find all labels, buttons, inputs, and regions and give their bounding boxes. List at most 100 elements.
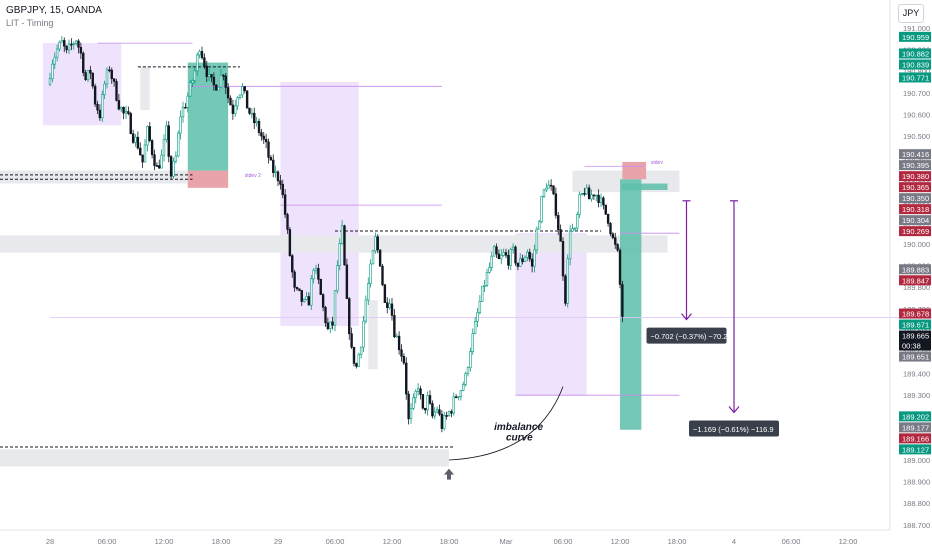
- candle-body: [393, 315, 396, 338]
- candle-body: [500, 255, 503, 260]
- candle-body: [158, 165, 161, 169]
- candle-body: [281, 184, 284, 196]
- candle-body: [336, 265, 339, 292]
- candle-body: [110, 69, 113, 80]
- candle-body: [547, 184, 550, 189]
- candle-body: [148, 126, 151, 141]
- indicator-name[interactable]: LIT - Timing: [6, 18, 54, 28]
- candle-body: [191, 80, 194, 84]
- candle-body: [58, 41, 61, 50]
- candle-body: [243, 86, 246, 92]
- candle-body: [162, 139, 166, 156]
- x-tick-label: 18:00: [668, 537, 687, 546]
- candle-body: [514, 246, 517, 264]
- candle-body: [388, 303, 391, 308]
- candle-body: [112, 78, 116, 82]
- measure-long-label-bg: [689, 420, 779, 437]
- candle-body: [153, 154, 156, 166]
- candle-body: [108, 69, 111, 72]
- symbol-line[interactable]: GBPJPY, 15, OANDA: [6, 5, 102, 16]
- candle-body: [359, 346, 363, 355]
- candle-body: [554, 193, 558, 216]
- candle-body: [454, 396, 458, 399]
- candle-body: [255, 120, 258, 124]
- candle-body: [150, 140, 154, 156]
- price-badge-label: 190.269: [902, 227, 929, 236]
- measure-long-arrowhead: [728, 406, 740, 414]
- price-badge: [899, 422, 931, 433]
- chart-header: GBPJPY, 15, OANDA LIT - Timing: [6, 4, 102, 30]
- candle-body: [222, 74, 225, 77]
- zone-green-13: [622, 183, 668, 190]
- candle-body: [134, 136, 137, 143]
- x-tick-label: 06:00: [554, 537, 573, 546]
- candle-body: [136, 136, 140, 149]
- candle-body: [229, 97, 232, 106]
- candle-body: [533, 249, 536, 267]
- price-badge: [899, 319, 931, 330]
- candle-body: [60, 40, 64, 43]
- price-badge: [899, 444, 931, 455]
- candle-body: [464, 373, 467, 385]
- candle-body: [414, 391, 417, 399]
- candle-body: [509, 249, 512, 266]
- candle-body: [300, 290, 303, 302]
- candle-body: [497, 253, 501, 260]
- annotation-curve: curve: [506, 433, 533, 444]
- measure-long-label: −1.169 (−0.61%) −116.9: [693, 425, 774, 434]
- candle-body: [326, 322, 330, 330]
- candle-body: [193, 70, 197, 81]
- candle-body: [295, 287, 299, 290]
- price-badge: [899, 433, 931, 444]
- candle-body: [599, 197, 603, 203]
- candle-body: [616, 244, 619, 251]
- candle-body: [483, 285, 486, 287]
- price-badge: [899, 330, 931, 351]
- candle-body: [131, 133, 135, 143]
- candle-body: [272, 159, 275, 173]
- candle-body: [421, 394, 425, 409]
- candle-body: [445, 415, 448, 417]
- candle-body: [169, 156, 173, 177]
- candle-body: [101, 94, 104, 119]
- candle-body: [561, 241, 565, 277]
- candle-body: [471, 333, 474, 352]
- price-badge: [899, 182, 931, 193]
- candle-body: [63, 40, 66, 47]
- currency-button[interactable]: JPY: [898, 4, 924, 23]
- candle-body: [329, 321, 332, 330]
- candle-body: [447, 411, 451, 416]
- price-badge-label: 189.166: [902, 434, 929, 443]
- candle-body: [84, 72, 87, 81]
- candle-body: [215, 84, 218, 91]
- x-tick-label: Mar: [500, 537, 513, 546]
- price-badge: [899, 72, 931, 83]
- candle-body: [587, 187, 591, 200]
- candle-body: [314, 268, 318, 271]
- candle-body: [571, 228, 574, 232]
- candle-body: [426, 395, 429, 411]
- candle-body: [93, 85, 97, 105]
- candle-body: [55, 48, 59, 58]
- candle-body: [559, 229, 562, 242]
- price-badge: [899, 160, 931, 171]
- y-tick-label: 190.500: [903, 132, 930, 141]
- candle-body: [210, 74, 213, 78]
- price-badge-label: 189.883: [902, 265, 929, 274]
- candle-body: [450, 411, 453, 414]
- candle-body: [203, 57, 206, 67]
- candle-body: [288, 229, 292, 256]
- x-tick-label: 18:00: [440, 537, 459, 546]
- candle-body: [122, 106, 125, 114]
- x-tick-label: 06:00: [782, 537, 801, 546]
- candle-body: [490, 255, 493, 268]
- candle-body: [457, 396, 460, 398]
- candle-body: [564, 275, 567, 304]
- y-tick-label: 190.800: [903, 67, 930, 76]
- candle-body: [234, 105, 237, 114]
- candle-body: [331, 321, 334, 326]
- price-badge: [899, 59, 931, 70]
- candle-body: [96, 103, 99, 111]
- candle-body: [576, 214, 579, 229]
